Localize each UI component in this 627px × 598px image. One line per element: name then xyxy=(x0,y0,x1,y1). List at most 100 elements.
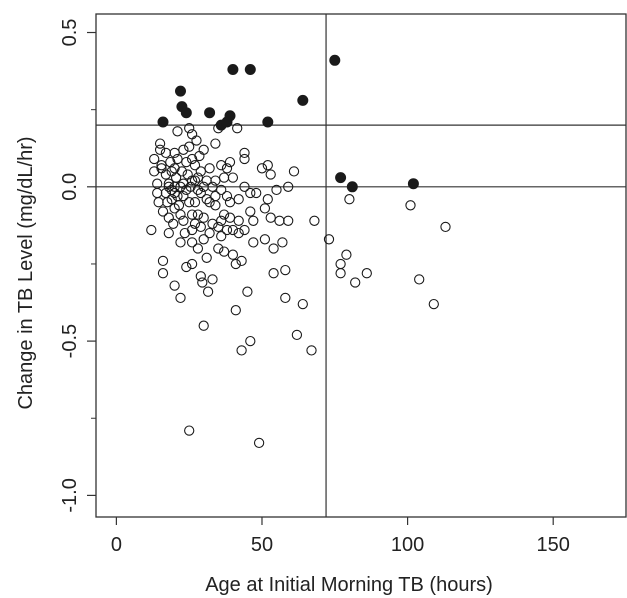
data-point-open xyxy=(198,234,209,245)
data-point-open xyxy=(181,261,192,273)
data-point-open xyxy=(153,197,164,208)
data-point-open xyxy=(283,181,294,192)
data-point-filled xyxy=(204,107,216,119)
data-point-open xyxy=(178,215,189,226)
data-points xyxy=(146,54,451,449)
data-point-open xyxy=(184,123,195,134)
data-point-open xyxy=(233,194,244,205)
data-point-open xyxy=(195,271,206,282)
data-point-open xyxy=(184,197,195,208)
data-point-open xyxy=(191,135,202,146)
data-point-open xyxy=(280,264,291,276)
data-point-open xyxy=(169,187,180,199)
data-point-open xyxy=(204,163,215,174)
data-point-open xyxy=(169,147,180,159)
data-point-open xyxy=(198,212,209,223)
y-tick-label: 0.0 xyxy=(59,173,81,201)
data-point-filled xyxy=(262,116,274,128)
data-point-open xyxy=(163,178,174,189)
data-point-open xyxy=(268,268,279,279)
data-point-filled xyxy=(335,172,347,184)
x-axis: 0 50 100 150 xyxy=(111,517,570,556)
data-point-open xyxy=(189,175,201,186)
data-point-open xyxy=(204,197,215,208)
data-point-open xyxy=(186,237,198,248)
y-tick-label: 0.5 xyxy=(59,19,81,47)
data-point-open xyxy=(181,156,192,168)
data-point-open xyxy=(216,215,227,226)
data-point-open xyxy=(168,218,179,229)
data-point-open xyxy=(248,215,259,226)
data-point-open xyxy=(265,212,276,223)
data-point-open xyxy=(262,194,273,205)
data-point-open xyxy=(221,190,233,202)
data-point-open xyxy=(232,123,243,134)
data-point-open xyxy=(179,227,190,239)
data-point-open xyxy=(175,209,186,220)
plot-border xyxy=(95,13,627,518)
data-point-open xyxy=(280,292,291,304)
data-point-open xyxy=(277,237,288,248)
data-point-open xyxy=(195,221,206,233)
data-point-open xyxy=(227,249,239,260)
data-point-open xyxy=(157,255,169,267)
data-point-open xyxy=(186,209,198,220)
data-point-open xyxy=(210,138,221,149)
data-point-open xyxy=(245,187,256,199)
data-point-open xyxy=(262,160,273,171)
data-point-open xyxy=(233,227,244,239)
x-tick-label: 100 xyxy=(391,534,424,556)
data-point-open xyxy=(440,221,451,233)
data-point-open xyxy=(218,172,230,183)
data-point-open xyxy=(233,215,244,226)
data-point-open xyxy=(341,249,352,260)
data-point-open xyxy=(172,153,183,165)
data-point-open xyxy=(259,203,271,214)
data-point-open xyxy=(251,187,262,199)
data-point-open xyxy=(256,163,268,174)
data-point-open xyxy=(405,200,416,211)
data-point-open xyxy=(175,181,186,192)
data-point-open xyxy=(189,197,201,208)
data-point-open xyxy=(274,215,285,226)
x-tick-label: 150 xyxy=(537,534,570,556)
plot-frame xyxy=(95,13,627,518)
data-point-open xyxy=(157,206,169,217)
data-point-filled xyxy=(227,64,239,75)
data-point-open xyxy=(163,227,174,239)
data-point-open xyxy=(202,286,214,297)
data-point-open xyxy=(192,172,204,183)
data-point-open xyxy=(166,194,177,205)
data-point-open xyxy=(245,206,256,217)
reference-lines xyxy=(96,14,626,517)
data-point-open xyxy=(253,437,265,449)
data-point-open xyxy=(210,200,221,211)
data-point-open xyxy=(283,215,294,226)
data-point-open xyxy=(178,190,189,202)
data-point-filled xyxy=(180,107,192,119)
data-point-open xyxy=(245,335,256,347)
data-point-open xyxy=(227,224,239,236)
data-point-open xyxy=(309,215,320,226)
data-point-open xyxy=(197,277,208,288)
data-point-open xyxy=(156,160,167,171)
data-point-open xyxy=(195,187,206,199)
y-tick-label: -0.5 xyxy=(59,324,81,358)
data-point-open xyxy=(169,280,180,291)
data-point-open xyxy=(184,141,195,152)
data-point-open xyxy=(160,169,172,180)
data-point-open xyxy=(201,252,212,263)
data-point-open xyxy=(306,345,317,356)
data-point-open xyxy=(163,181,174,192)
data-point-open xyxy=(216,160,227,171)
data-point-open xyxy=(344,194,355,205)
data-point-open xyxy=(221,163,233,174)
data-point-open xyxy=(210,190,221,202)
data-point-open xyxy=(335,258,346,270)
data-point-open xyxy=(227,172,239,183)
data-point-open xyxy=(186,175,198,186)
data-point-open xyxy=(242,286,253,297)
data-point-open xyxy=(335,268,346,279)
data-point-open xyxy=(204,227,215,239)
y-tick-label: -1.0 xyxy=(59,478,81,512)
